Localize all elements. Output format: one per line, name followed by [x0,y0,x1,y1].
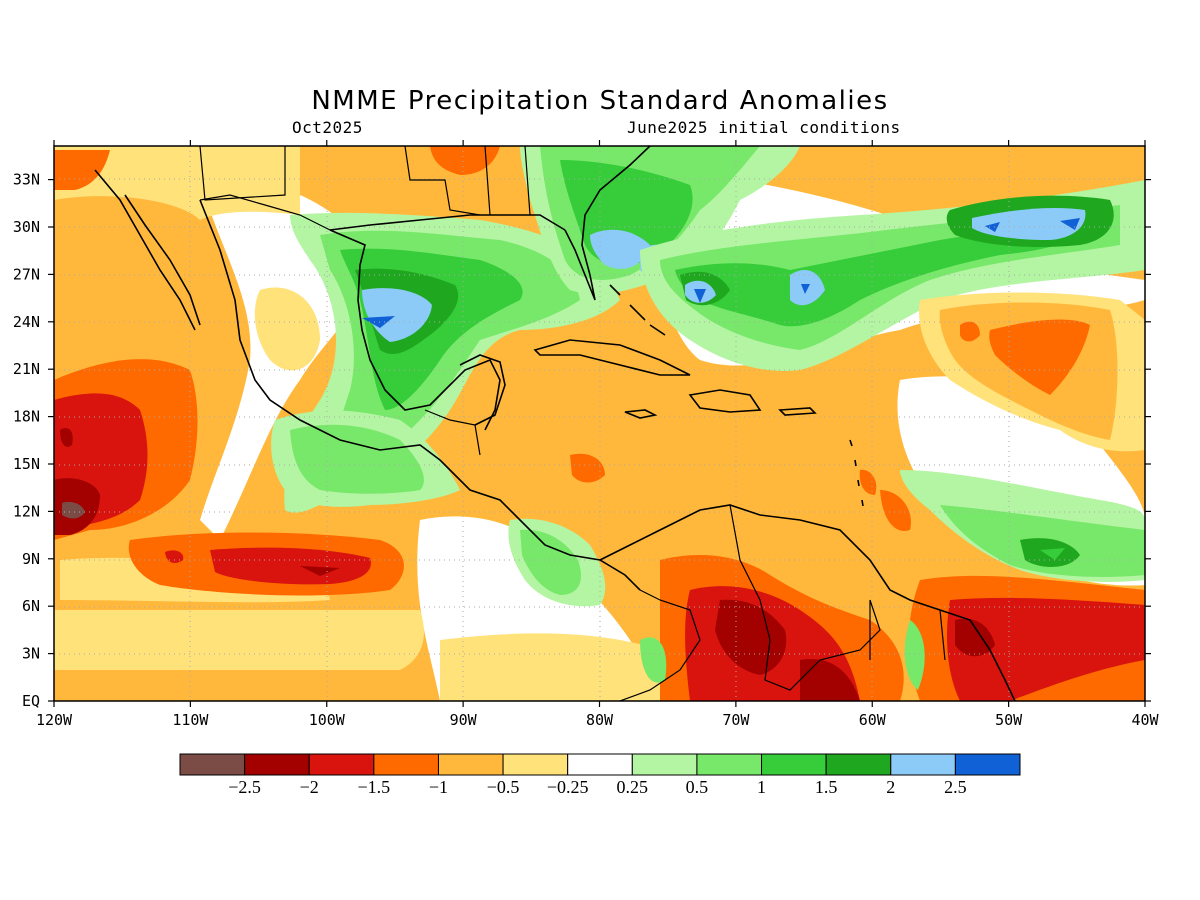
lat-tick-label: 9N [22,550,40,568]
axis-ticks [48,140,1151,707]
lon-tick-label: 50W [995,711,1023,729]
lon-tick-label: 70W [722,711,750,729]
lon-tick-label: 40W [1131,711,1159,729]
lon-tick-label: 90W [450,711,478,729]
lat-tick-label: 27N [13,265,40,283]
colorbar-label: −2 [300,777,319,797]
colorbar-swatch [179,753,246,776]
colorbar-label: −0.25 [547,777,589,797]
colorbar-label: 0.5 [686,777,709,797]
lat-tick-label: 21N [13,360,40,378]
lon-tick-label: 80W [586,711,614,729]
initial-conditions-label: June2025 initial conditions [627,118,901,137]
colorbar-swatch [308,753,375,776]
lat-tick-label: 18N [13,408,40,426]
lat-tick-label: 15N [13,455,40,473]
colorbar-swatch [761,753,827,776]
lon-tick-label: 120W [36,711,73,729]
colorbar-label: 1.5 [815,777,838,797]
colorbar-swatch [502,753,569,776]
lat-tick-label: EQ [22,692,40,710]
colorbar-label: 2.5 [944,777,967,797]
lon-tick-label: 100W [309,711,346,729]
lat-tick-label: 24N [13,313,40,331]
map-title: NMME Precipitation Standard Anomalies [311,86,889,116]
borders [199,146,946,701]
colorbar-swatch [890,753,956,776]
colorbar-label: −1.5 [358,777,391,797]
colorbar-swatch [696,753,763,776]
lon-tick-label: 60W [859,711,887,729]
latitude-labels: 33N 30N 27N 24N 21N 18N 15N 12N 9N 6N 3N EQ [13,171,40,710]
colorbar-label: 1 [757,777,766,797]
lat-tick-label: 30N [13,218,40,236]
colorbar-label: −1 [429,777,448,797]
anomaly-field [54,146,1145,701]
colorbar-labels: −2.5 −2 −1.5 −1 −0.5 −0.25 0.25 0.5 1 1.5 2 2.5 [228,777,966,797]
valid-month-label: Oct2025 [292,118,363,137]
lat-tick-label: 6N [22,597,40,615]
colorbar-swatch [244,753,310,776]
lat-tick-label: 33N [13,171,40,189]
colorbar-swatch [631,753,698,776]
lat-tick-label: 3N [22,645,40,663]
colorbar-label: −0.5 [487,777,520,797]
lat-tick-label: 12N [13,502,40,520]
colorbar-label: 0.25 [617,777,649,797]
coastlines [94,146,1016,701]
colorbar-label: −2.5 [228,777,261,797]
colorbar-swatch [954,753,1021,776]
colorbar-swatch [825,753,892,776]
colorbar-swatch [437,753,504,776]
longitude-labels: 120W 110W 100W 90W 80W 70W 60W 50W 40W [36,711,1160,729]
colorbar-swatch [373,753,439,776]
colorbar [179,753,1021,776]
colorbar-swatch [567,753,633,776]
lon-tick-label: 110W [172,711,209,729]
colorbar-label: 2 [886,777,895,797]
